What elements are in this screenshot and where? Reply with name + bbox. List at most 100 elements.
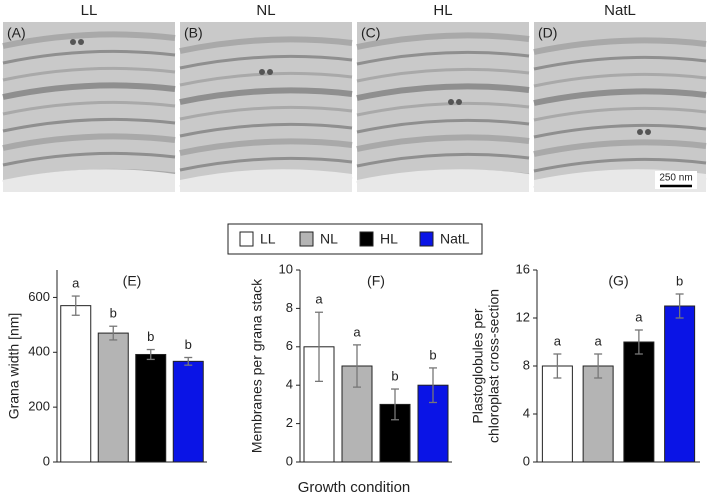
y-axis-title: chloroplast cross-section (486, 289, 502, 443)
thylakoid-band (179, 36, 353, 54)
significance-letter: a (554, 333, 562, 348)
micrograph (533, 22, 707, 192)
legend-box (227, 223, 483, 255)
thylakoid-band (533, 123, 707, 139)
thylakoid-band (533, 37, 707, 55)
thylakoid-band (2, 151, 176, 167)
bar (97, 332, 129, 463)
thylakoid-band (179, 105, 353, 121)
bar (135, 353, 167, 463)
thylakoid-band (356, 50, 530, 66)
thylakoid-band (356, 67, 530, 83)
thylakoid-band (179, 87, 353, 105)
plastoglobule (456, 99, 462, 105)
error-bar (429, 367, 437, 404)
plastoglobule (267, 69, 273, 75)
micrograph (179, 22, 353, 192)
y-tick-label: 2 (286, 415, 293, 430)
plastoglobule (259, 69, 265, 75)
error-bar (553, 353, 562, 379)
significance-letter: a (595, 333, 603, 348)
significance-letter: b (147, 329, 154, 344)
thylakoid-band (533, 106, 707, 122)
thylakoid-band (533, 88, 707, 106)
thylakoid-band (533, 157, 707, 173)
micrograph-background (357, 22, 529, 192)
significance-letter: a (353, 324, 361, 339)
y-tick-label: 4 (523, 405, 530, 420)
error-bar (71, 295, 80, 316)
plastoglobule (78, 39, 84, 45)
panel-label: (C) (361, 25, 380, 41)
cell-edge (180, 169, 352, 192)
y-tick-label: 200 (28, 399, 50, 414)
y-tick-label: 0 (523, 453, 530, 468)
chart-title: (G) (608, 273, 628, 289)
legend-label: NatL (440, 231, 470, 247)
panel-title: HL (433, 2, 452, 19)
thylakoid-band (356, 152, 530, 168)
y-tick-label: 8 (286, 300, 293, 315)
panel-title: LL (81, 2, 98, 19)
y-tick-label: 16 (516, 261, 530, 276)
thylakoid-band (356, 134, 530, 152)
thylakoid-band (533, 139, 707, 157)
panel-label: (B) (184, 25, 203, 41)
micrograph (2, 22, 176, 192)
panel-title: NatL (604, 2, 636, 19)
y-tick-label: 12 (516, 309, 530, 324)
micrograph (356, 22, 530, 192)
legend-swatch (359, 231, 374, 247)
bar (172, 360, 204, 463)
significance-letter: b (185, 337, 192, 352)
thylakoid-band (179, 156, 353, 172)
thylakoid-band (2, 100, 176, 116)
thylakoid-band (533, 55, 707, 71)
y-tick-label: 6 (286, 338, 293, 353)
y-axis-title: Plastoglobules per (470, 308, 486, 424)
legend-swatch (239, 231, 254, 247)
bar (541, 365, 573, 463)
significance-letter: b (429, 347, 436, 362)
significance-letter: b (110, 306, 117, 321)
error-bar (315, 311, 323, 383)
y-tick-label: 0 (286, 453, 293, 468)
thylakoid-band (356, 101, 530, 117)
bar (623, 341, 655, 463)
thylakoid-band (2, 31, 176, 49)
panel-title: NL (256, 2, 275, 19)
error-bar (146, 348, 155, 361)
significance-letter: b (391, 368, 398, 383)
significance-letter: a (635, 309, 643, 324)
thylakoid-band (2, 66, 176, 82)
legend-swatch (299, 231, 314, 247)
plastoglobule (637, 129, 643, 135)
plastoglobule (70, 39, 76, 45)
thylakoid-band (179, 122, 353, 138)
legend-swatch (419, 231, 434, 247)
y-axis-title: Grana width [nm] (6, 313, 22, 420)
error-bar (184, 356, 193, 366)
y-tick-label: 600 (28, 289, 50, 304)
legend-label: LL (260, 231, 276, 247)
y-tick-label: 8 (523, 357, 530, 372)
thylakoid-band (533, 72, 707, 88)
error-bar (109, 325, 118, 341)
panel-label: (A) (7, 25, 26, 41)
thylakoid-band (179, 54, 353, 70)
y-tick-label: 4 (286, 377, 293, 392)
thylakoid-band (179, 138, 353, 156)
chart-title: (F) (367, 273, 385, 289)
scale-bar-label: 250 nm (659, 173, 692, 184)
micrograph-background (534, 22, 706, 192)
thylakoid-band (2, 117, 176, 133)
error-bar (391, 388, 399, 421)
legend-label: NL (320, 231, 338, 247)
y-axis-title: Membranes per grana stack (249, 278, 265, 453)
thylakoid-band (2, 133, 176, 151)
bar (664, 305, 696, 463)
significance-letter: a (72, 275, 80, 290)
micrograph-background (3, 22, 175, 192)
cell-edge (357, 169, 529, 192)
